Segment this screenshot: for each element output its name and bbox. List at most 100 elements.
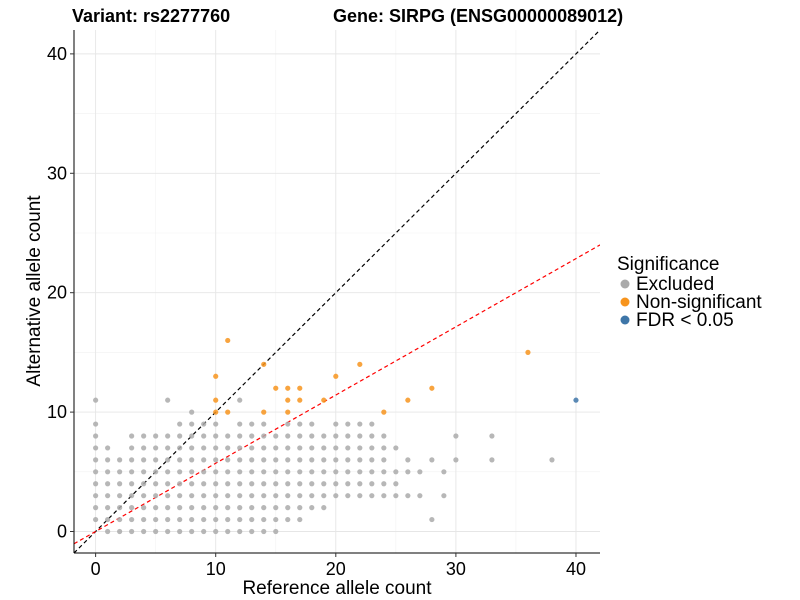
- point-excluded: [381, 457, 387, 463]
- point-excluded: [249, 433, 255, 439]
- point-excluded: [381, 433, 387, 439]
- point-excluded: [285, 445, 291, 451]
- point-excluded: [297, 516, 303, 523]
- point-excluded: [285, 433, 291, 439]
- point-excluded: [285, 481, 291, 487]
- point-excluded: [201, 457, 207, 463]
- point-excluded: [105, 493, 111, 499]
- point-excluded: [273, 516, 279, 523]
- point-excluded: [249, 469, 255, 475]
- point-excluded: [273, 493, 279, 499]
- x-tick-label: 30: [446, 559, 466, 579]
- point-excluded: [345, 493, 351, 499]
- point-non-significant: [297, 397, 303, 403]
- point-excluded: [237, 469, 243, 475]
- point-excluded: [357, 421, 363, 427]
- point-excluded: [189, 421, 195, 427]
- point-excluded: [453, 433, 459, 439]
- point-excluded: [237, 516, 243, 523]
- point-excluded: [153, 469, 159, 475]
- point-excluded: [237, 528, 243, 535]
- point-excluded: [333, 445, 339, 451]
- point-excluded: [189, 516, 195, 523]
- point-excluded: [369, 433, 375, 439]
- point-non-significant: [357, 361, 363, 367]
- point-excluded: [201, 445, 207, 451]
- legend-entry-label: FDR < 0.05: [636, 310, 734, 331]
- point-excluded: [381, 445, 387, 451]
- legend-title: Significance: [617, 254, 719, 275]
- legend-entry-label: Excluded: [636, 274, 714, 295]
- point-excluded: [429, 457, 435, 463]
- point-excluded: [189, 469, 195, 475]
- reference-line-expected-ratio: [74, 244, 600, 545]
- point-non-significant: [429, 385, 435, 391]
- point-excluded: [129, 505, 135, 511]
- point-excluded: [177, 433, 183, 439]
- point-excluded: [405, 493, 411, 499]
- point-non-significant: [285, 397, 291, 403]
- point-excluded: [333, 457, 339, 463]
- point-non-significant: [285, 385, 291, 391]
- point-excluded: [273, 445, 279, 451]
- point-excluded: [237, 481, 243, 487]
- point-excluded: [273, 433, 279, 439]
- point-non-significant: [273, 385, 279, 391]
- point-excluded: [129, 481, 135, 487]
- point-excluded: [117, 516, 123, 523]
- point-excluded: [93, 397, 99, 403]
- point-excluded: [297, 445, 303, 451]
- tick-labels: 0 10 20 30 40 0 10 20 30 40: [47, 44, 586, 579]
- point-excluded: [273, 457, 279, 463]
- point-excluded: [405, 469, 411, 475]
- point-excluded: [249, 457, 255, 463]
- point-excluded: [225, 457, 231, 463]
- point-excluded: [549, 457, 555, 463]
- point-excluded: [117, 481, 123, 487]
- legend: Significance ExcludedNon-significantFDR …: [617, 254, 762, 331]
- point-excluded: [165, 516, 171, 523]
- point-excluded: [369, 481, 375, 487]
- point-excluded: [321, 457, 327, 463]
- point-excluded: [261, 433, 267, 439]
- point-excluded: [261, 505, 267, 511]
- point-excluded: [285, 516, 291, 523]
- point-non-significant: [321, 397, 327, 403]
- point-excluded: [489, 457, 495, 463]
- point-excluded: [105, 528, 111, 535]
- point-excluded: [201, 528, 207, 535]
- point-excluded: [213, 505, 219, 511]
- point-excluded: [213, 481, 219, 487]
- point-excluded: [201, 493, 207, 499]
- point-excluded: [321, 469, 327, 475]
- point-excluded: [129, 528, 135, 535]
- point-excluded: [153, 481, 159, 487]
- point-excluded: [309, 421, 315, 427]
- point-excluded: [213, 445, 219, 451]
- point-excluded: [249, 445, 255, 451]
- point-excluded: [261, 421, 267, 427]
- legend-marker: [620, 297, 630, 307]
- point-excluded: [273, 505, 279, 511]
- point-excluded: [141, 516, 147, 523]
- point-excluded: [309, 505, 315, 511]
- point-excluded: [225, 493, 231, 499]
- point-excluded: [405, 457, 411, 463]
- point-excluded: [93, 481, 99, 487]
- point-excluded: [129, 445, 135, 451]
- point-excluded: [201, 433, 207, 439]
- point-excluded: [261, 457, 267, 463]
- point-excluded: [177, 421, 183, 427]
- point-excluded: [345, 481, 351, 487]
- point-excluded: [237, 493, 243, 499]
- point-excluded: [129, 469, 135, 475]
- point-fdr-0-05: [573, 397, 579, 403]
- point-excluded: [285, 457, 291, 463]
- point-excluded: [249, 505, 255, 511]
- point-excluded: [165, 481, 171, 487]
- y-tick-label: 20: [47, 283, 67, 303]
- point-excluded: [369, 469, 375, 475]
- point-excluded: [189, 433, 195, 439]
- point-excluded: [309, 469, 315, 475]
- point-excluded: [129, 516, 135, 523]
